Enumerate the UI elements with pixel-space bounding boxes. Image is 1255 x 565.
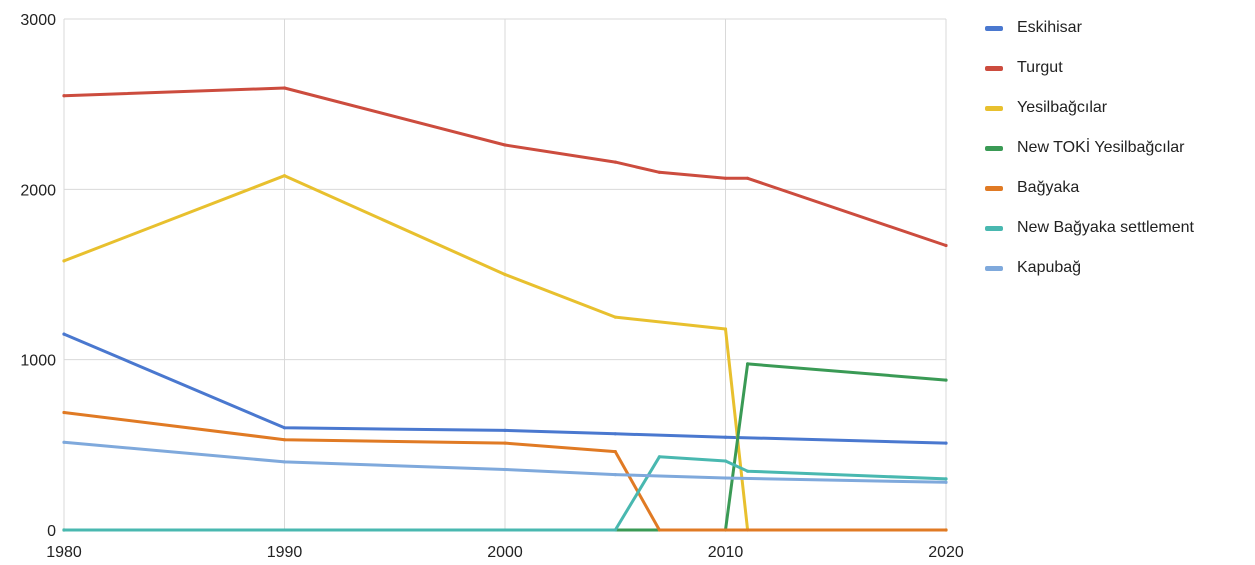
- data-point: [944, 480, 948, 484]
- legend-label: Yesilbağcılar: [1017, 99, 1108, 116]
- y-tick-label: 2000: [20, 182, 56, 199]
- data-point: [503, 272, 507, 277]
- data-point: [613, 315, 617, 319]
- data-point: [944, 477, 948, 481]
- data-point: [613, 160, 617, 164]
- legend-label: Eskihisar: [1017, 19, 1082, 36]
- data-point: [723, 435, 728, 439]
- series-line-4: [62, 411, 948, 532]
- legend-item: Yesilbağcılar: [985, 88, 1194, 128]
- legend-swatch: [985, 265, 1003, 271]
- y-tick-label: 3000: [20, 12, 56, 29]
- data-point: [657, 528, 662, 532]
- data-point: [613, 528, 617, 532]
- data-point: [944, 441, 948, 445]
- y-tick-label: 1000: [20, 353, 56, 370]
- data-point: [282, 174, 287, 178]
- legend-item: New Bağyaka settlement: [985, 208, 1194, 248]
- data-point: [944, 528, 948, 532]
- data-point: [282, 438, 287, 442]
- data-point: [503, 143, 507, 147]
- legend-swatch: [985, 145, 1003, 151]
- legend: Eskihisar Turgut Yesilbağcılar New TOKİ Yes…: [985, 8, 1194, 288]
- x-tick-label: 2010: [708, 544, 744, 561]
- data-point: [746, 176, 750, 180]
- data-point: [723, 476, 728, 480]
- legend-swatch: [985, 225, 1003, 231]
- data-point: [62, 94, 66, 98]
- data-point: [503, 467, 507, 472]
- legend-swatch: [985, 185, 1003, 191]
- data-point: [62, 528, 66, 532]
- data-point: [62, 440, 66, 444]
- series-group: [62, 86, 948, 532]
- data-point: [613, 432, 617, 436]
- data-point: [944, 378, 948, 382]
- data-point: [282, 460, 287, 464]
- data-point: [62, 259, 66, 263]
- legend-item: Bağyaka: [985, 168, 1194, 208]
- legend-item: Eskihisar: [985, 8, 1194, 48]
- series-line-5: [62, 455, 948, 532]
- legend-label: New Bağyaka settlement: [1017, 219, 1194, 236]
- legend-item: New TOKİ Yesilbağcılar: [985, 128, 1194, 168]
- data-point: [723, 327, 728, 331]
- data-point: [62, 332, 66, 336]
- legend-label: Kapubağ: [1017, 259, 1082, 276]
- data-point: [282, 86, 287, 90]
- tick-labels: 0 1000 2000 3000 1980 1990 2000 2010 2020: [20, 12, 963, 561]
- data-point: [282, 426, 287, 430]
- data-point: [657, 455, 662, 459]
- data-point: [503, 428, 507, 432]
- legend-swatch: [985, 65, 1003, 71]
- series-line-0: [62, 332, 948, 445]
- legend-item: Kapubağ: [985, 248, 1194, 288]
- x-tick-label: 2020: [928, 544, 964, 561]
- legend-item: Turgut: [985, 48, 1194, 88]
- data-point: [746, 469, 750, 473]
- data-point: [613, 450, 617, 454]
- x-tick-label: 2000: [487, 544, 523, 561]
- legend-swatch: [985, 25, 1003, 31]
- legend-swatch: [985, 105, 1003, 111]
- y-tick-label: 0: [47, 523, 56, 540]
- legend-label: Turgut: [1017, 59, 1063, 76]
- series-line-6: [62, 440, 948, 484]
- x-tick-label: 1990: [267, 544, 303, 561]
- data-point: [503, 441, 507, 445]
- data-point: [723, 176, 728, 180]
- data-point: [746, 362, 750, 366]
- data-point: [613, 473, 617, 477]
- data-point: [944, 243, 948, 248]
- legend-label: New TOKİ Yesilbağcılar: [1017, 139, 1185, 156]
- x-tick-label: 1980: [46, 544, 82, 561]
- data-point: [723, 459, 728, 463]
- data-point: [657, 170, 662, 174]
- series-line-1: [62, 86, 948, 247]
- data-point: [62, 410, 66, 415]
- legend-label: Bağyaka: [1017, 179, 1080, 196]
